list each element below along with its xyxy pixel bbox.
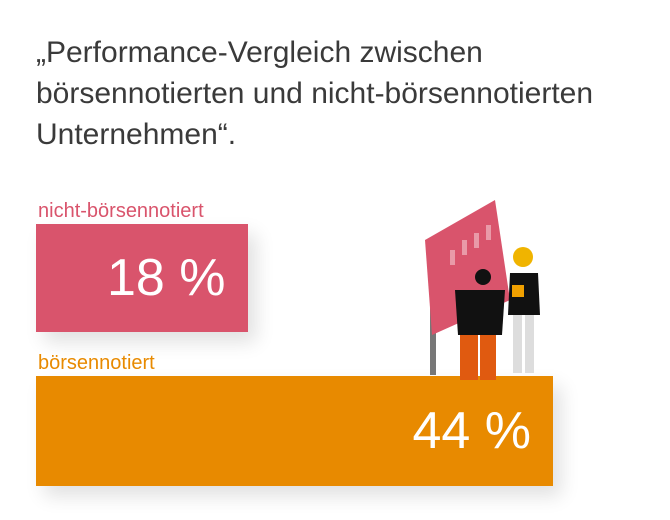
- data-label: 18 %: [106, 249, 226, 307]
- title: „Performance-Vergleich zwischen börsenno…: [36, 36, 594, 151]
- people-presentation-illustration: [425, 200, 540, 380]
- category-label: börsennotiert: [38, 352, 155, 374]
- bar: 18 %: [36, 224, 248, 332]
- bar: 44 %: [36, 376, 553, 486]
- data-label: 44 %: [412, 402, 531, 460]
- category-label: nicht-börsennotiert: [38, 200, 204, 222]
